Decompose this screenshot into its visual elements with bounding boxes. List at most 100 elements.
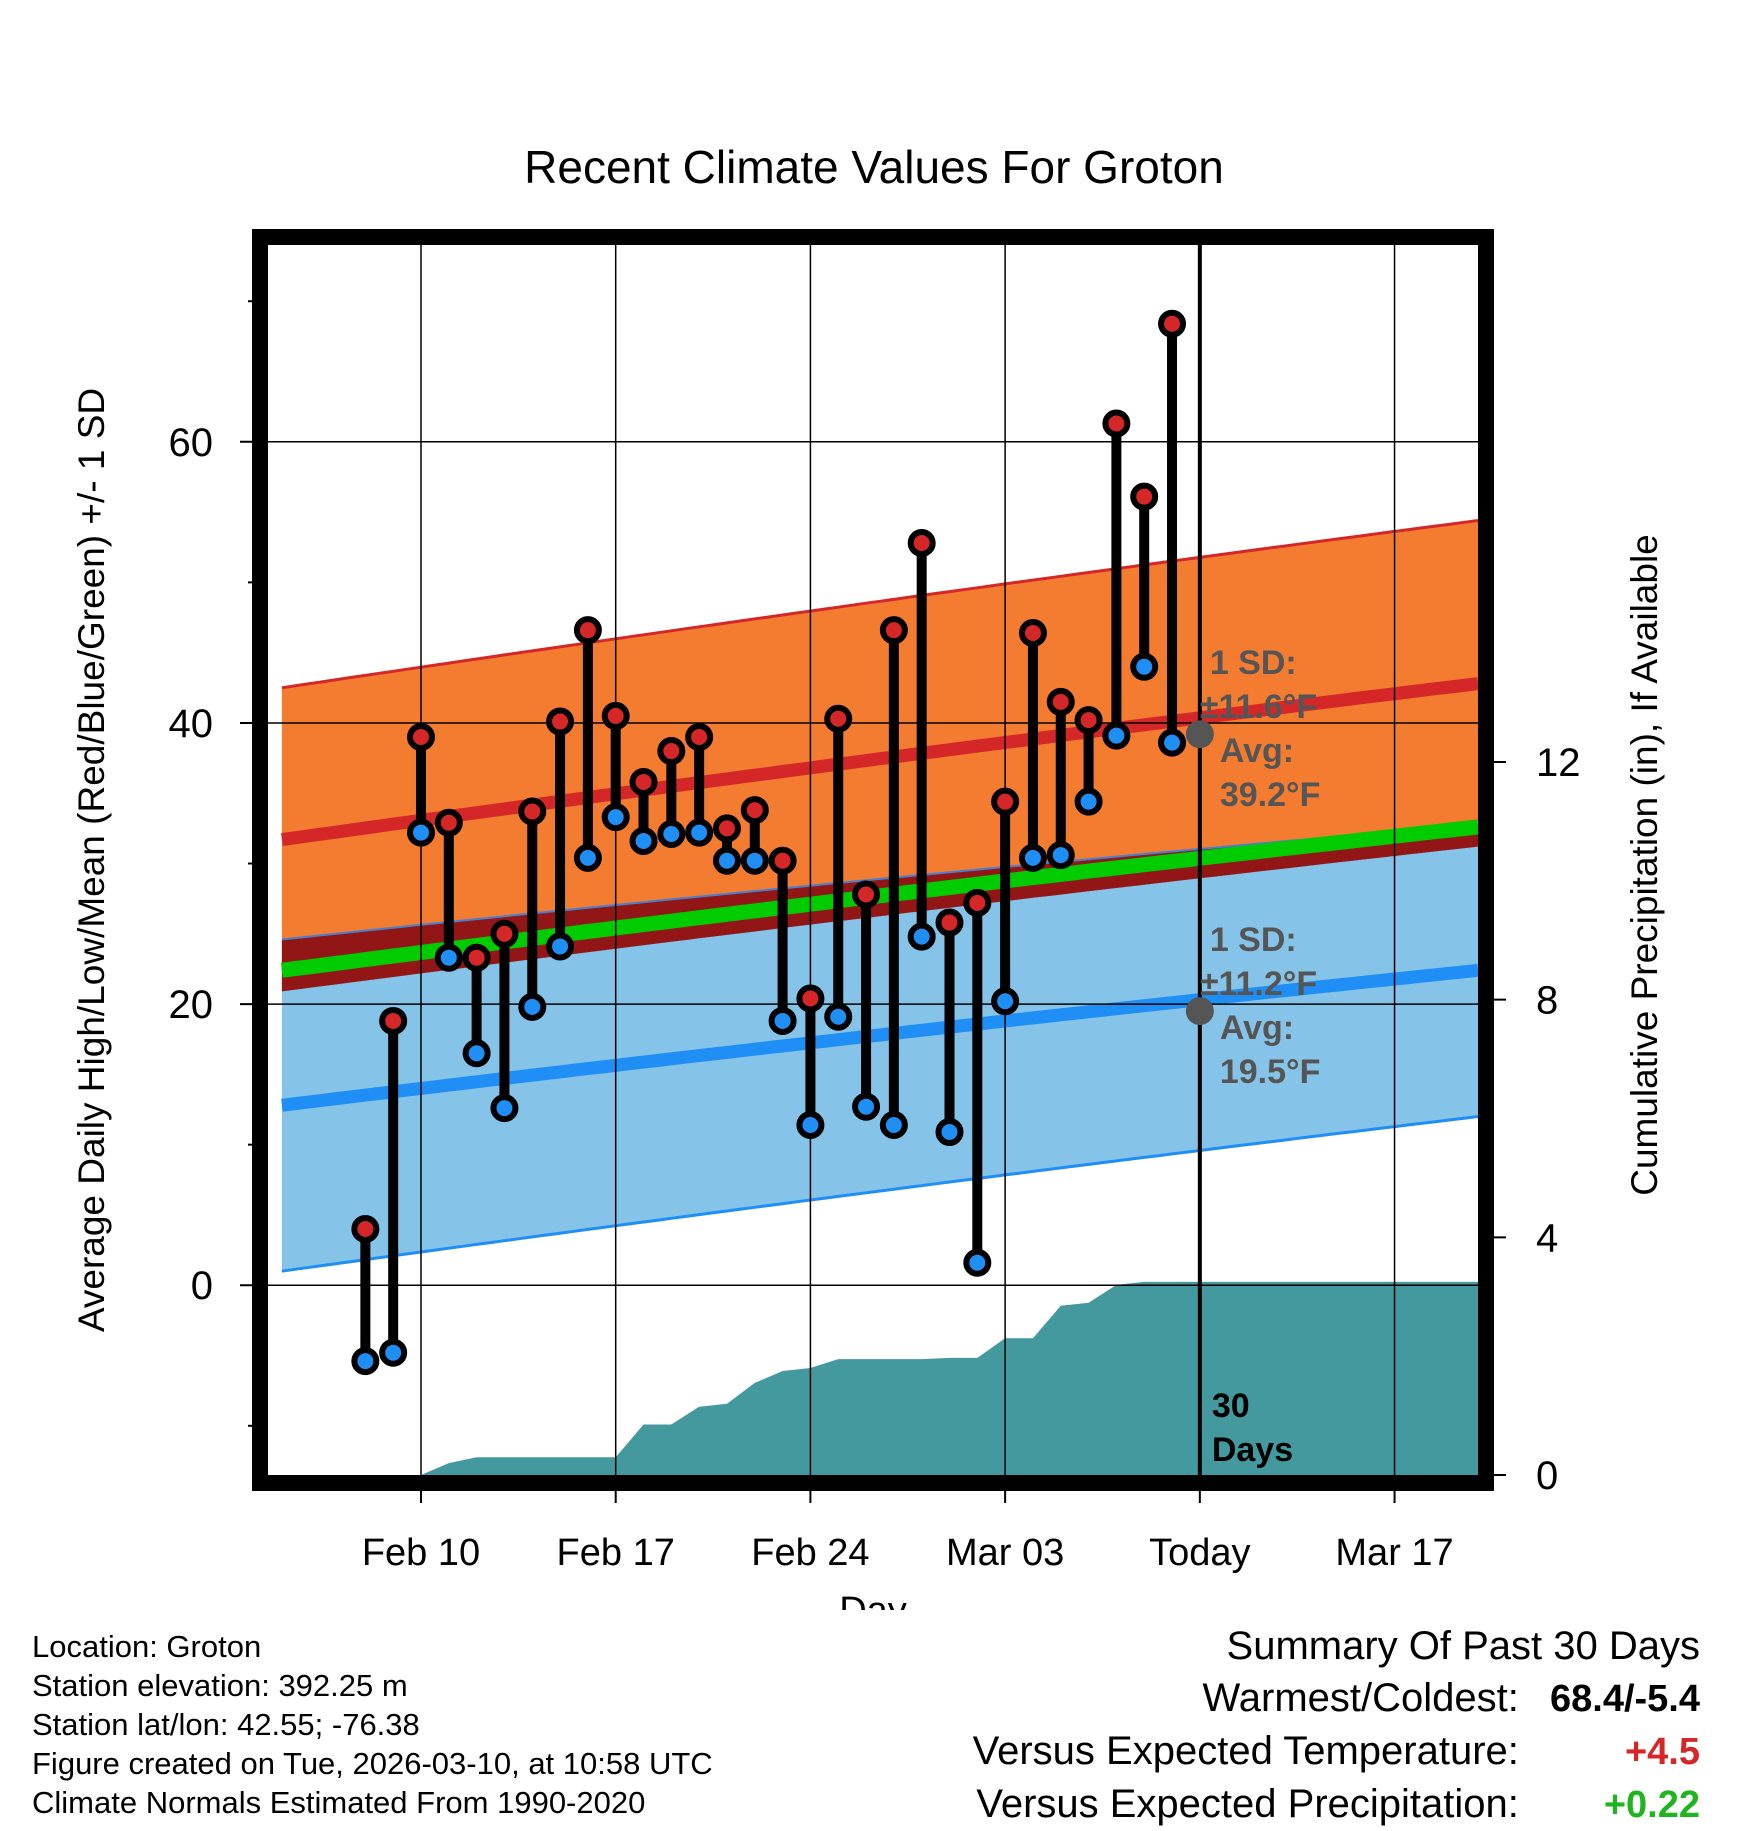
obs-low-point <box>379 1338 408 1367</box>
obs-low-point <box>546 932 575 961</box>
y-left-tick-label: 0 <box>191 1264 213 1308</box>
y-right-tick-label: 4 <box>1536 1216 1558 1260</box>
obs-low-point <box>991 987 1020 1016</box>
summary-temperature: Versus Expected Temperature: +4.5 <box>973 1725 1700 1778</box>
obs-low-point <box>601 803 630 832</box>
y-left-tick-label: 20 <box>169 983 214 1027</box>
obs-low-point <box>963 1248 992 1277</box>
obs-high-point <box>434 808 463 837</box>
obs-low-point <box>1130 652 1159 681</box>
y-right-tick-label: 12 <box>1536 741 1581 785</box>
annot-high-marker <box>1185 720 1214 749</box>
obs-high-point <box>601 701 630 730</box>
obs-high-point <box>768 846 797 875</box>
obs-high-point <box>1074 706 1103 735</box>
annot-low-line: 19.5°F <box>1220 1053 1321 1091</box>
obs-low-point <box>657 819 686 848</box>
summary-heading: Summary Of Past 30 Days <box>1226 1624 1700 1668</box>
warmest-coldest-value: 68.4/-5.4 <box>1550 1678 1700 1720</box>
today-label: Days <box>1212 1431 1293 1469</box>
temperature-value: +4.5 <box>1624 1731 1700 1773</box>
obs-high-point <box>573 616 602 645</box>
obs-low-point <box>685 818 714 847</box>
obs-high-point <box>879 616 908 645</box>
annot-high-line: 39.2°F <box>1220 776 1321 814</box>
obs-low-point <box>824 1002 853 1031</box>
obs-low-point <box>852 1092 881 1121</box>
obs-low-point <box>573 843 602 872</box>
x-tick-label: Feb 10 <box>362 1532 480 1574</box>
annot-high-line: 1 SD: <box>1210 644 1297 682</box>
high-sd-upper-line <box>281 519 1478 690</box>
created-text: Figure created on Tue, 2026-03-10, at 10… <box>32 1746 713 1781</box>
precip-area <box>365 1281 1478 1475</box>
obs-low-point <box>796 1110 825 1139</box>
annot-high-line: ±11.6°F <box>1200 688 1317 726</box>
obs-high-point <box>518 797 547 826</box>
obs-low-point <box>518 992 547 1021</box>
y-left-axis-label: Average Daily High/Low/Mean (Red/Blue/Gr… <box>71 388 112 1332</box>
obs-high-point <box>546 707 575 736</box>
obs-low-point <box>1102 721 1131 750</box>
location-text: Location: Groton <box>32 1629 262 1664</box>
x-tick-label: Feb 17 <box>557 1532 675 1574</box>
obs-low-point <box>740 846 769 875</box>
obs-high-point <box>796 984 825 1013</box>
plot-area: 1 SD: ±11.6°F Avg: 39.2°F 1 SD: ±11.2°F Avg: 19… <box>268 245 1478 1475</box>
summary-warmest-coldest: Warmest/Coldest: 68.4/-5.4 <box>973 1672 1701 1725</box>
obs-high-point <box>824 704 853 733</box>
climate-chart: 1 SD: ±11.6°F Avg: 39.2°F 1 SD: ±11.2°F Avg: 19… <box>71 229 1665 1610</box>
obs-high-point <box>379 1006 408 1035</box>
obs-low-point <box>1018 843 1047 872</box>
summary-panel: Summary Of Past 30 Days Warmest/Coldest:… <box>973 1620 1700 1831</box>
plot-frame <box>252 229 1494 1491</box>
obs-low-point <box>1046 841 1075 870</box>
station-info: Location: Groton Station elevation: 392.… <box>32 1627 713 1822</box>
obs-high-point <box>406 723 435 751</box>
elevation-text: Station elevation: 392.25 m <box>32 1668 408 1703</box>
obs-low-point <box>351 1347 380 1376</box>
obs-high-point <box>740 796 769 825</box>
today-label: 30 <box>1212 1387 1250 1425</box>
obs-low-point <box>490 1094 519 1123</box>
chart-title: Recent Climate Values For Groton <box>524 141 1224 193</box>
latlon-text: Station lat/lon: 42.55; -76.38 <box>32 1707 420 1742</box>
annot-low-marker <box>1185 997 1214 1026</box>
obs-low-point <box>1158 728 1187 757</box>
obs-high-point <box>490 919 519 948</box>
annot-high-line: Avg: <box>1220 732 1294 770</box>
normals-text: Climate Normals Estimated From 1990-2020 <box>32 1785 646 1820</box>
x-tick-label: Mar 17 <box>1335 1532 1453 1574</box>
obs-high-point <box>629 767 658 796</box>
y-right-axis-label: Cumulative Precipitation (in), If Availa… <box>1624 534 1665 1196</box>
obs-high-point <box>1158 309 1187 338</box>
annot-low-line: ±11.2°F <box>1200 965 1317 1003</box>
obs-low-point <box>935 1118 964 1147</box>
obs-high-point <box>1018 618 1047 647</box>
temperature-label: Versus Expected Temperature: <box>972 1729 1519 1773</box>
precipitation-label: Versus Expected Precipitation: <box>976 1782 1519 1826</box>
obs-high-point <box>852 880 881 909</box>
obs-high-point <box>712 814 741 843</box>
obs-high-point <box>462 943 491 972</box>
x-tick-label: Feb 24 <box>751 1532 869 1574</box>
obs-high-point <box>1046 687 1075 716</box>
obs-high-point <box>657 737 686 766</box>
x-tick-label: Mar 03 <box>946 1532 1064 1574</box>
high-avg-line <box>281 677 1478 847</box>
annot-low-line: 1 SD: <box>1210 921 1297 959</box>
low-avg-line <box>281 963 1478 1112</box>
summary-precipitation: Versus Expected Precipitation: +0.22 <box>973 1778 1700 1831</box>
y-left-tick-label: 40 <box>169 702 214 746</box>
x-axis-label: Day <box>839 1590 907 1610</box>
obs-low-point <box>462 1039 491 1068</box>
obs-low-point <box>879 1110 908 1139</box>
obs-low-point <box>434 943 463 972</box>
obs-high-point <box>351 1215 380 1243</box>
obs-low-point <box>768 1006 797 1035</box>
obs-low-point <box>907 922 936 951</box>
obs-low-point <box>712 846 741 875</box>
obs-high-point <box>991 787 1020 816</box>
obs-high-point <box>1102 409 1131 438</box>
obs-high-point <box>935 908 964 937</box>
